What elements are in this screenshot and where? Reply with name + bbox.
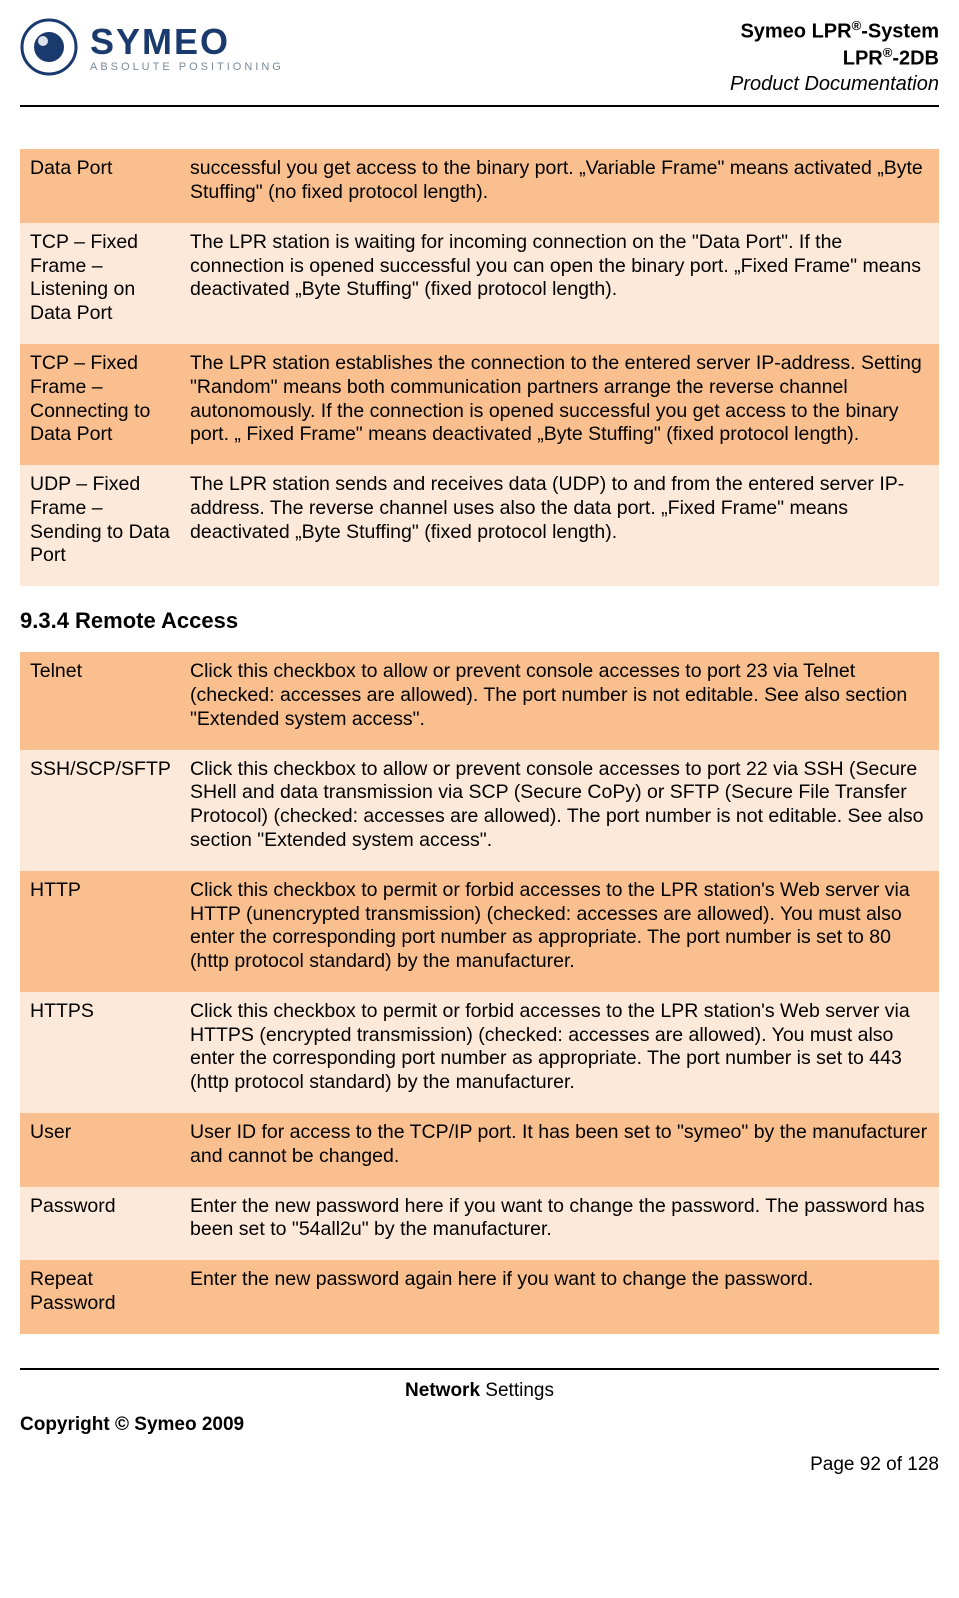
row-label: TCP – Fixed Frame – Connecting to Data P…	[20, 344, 180, 465]
row-label: Data Port	[20, 149, 180, 223]
doc-title-line3: Product Documentation	[730, 71, 939, 97]
table-row: Data Portsuccessful you get access to th…	[20, 149, 939, 223]
row-description: Click this checkbox to permit or forbid …	[180, 871, 939, 992]
table-row: TCP – Fixed Frame – Connecting to Data P…	[20, 344, 939, 465]
page-footer: Network Settings Copyright © Symeo 2009 …	[20, 1368, 939, 1476]
table-row: HTTPSClick this checkbox to permit or fo…	[20, 992, 939, 1113]
row-description: Click this checkbox to permit or forbid …	[180, 992, 939, 1113]
page-number: Page 92 of 128	[20, 1454, 939, 1476]
table-row: UDP – Fixed Frame – Sending to Data Port…	[20, 465, 939, 586]
row-description: Enter the new password again here if you…	[180, 1260, 939, 1334]
footer-section-title: Network Settings	[20, 1380, 939, 1402]
table-data-port-modes: Data Portsuccessful you get access to th…	[20, 149, 939, 586]
row-description: User ID for access to the TCP/IP port. I…	[180, 1113, 939, 1187]
doc-title-line2: LPR®-2DB	[730, 45, 939, 72]
row-description: The LPR station is waiting for incoming …	[180, 223, 939, 344]
brand-name: SYMEO	[90, 21, 284, 63]
doc-title-block: Symeo LPR®-System LPR®-2DB Product Docum…	[730, 18, 939, 97]
doc-title-line1: Symeo LPR®-System	[730, 18, 939, 45]
logo-icon	[20, 18, 78, 76]
copyright-text: Copyright © Symeo 2009	[20, 1414, 939, 1436]
row-label: User	[20, 1113, 180, 1187]
table-row: HTTPClick this checkbox to permit or for…	[20, 871, 939, 992]
table-remote-access: TelnetClick this checkbox to allow or pr…	[20, 652, 939, 1333]
row-description: Click this checkbox to allow or prevent …	[180, 652, 939, 749]
footer-rule	[20, 1368, 939, 1370]
row-label: UDP – Fixed Frame – Sending to Data Port	[20, 465, 180, 586]
header-rule	[20, 105, 939, 107]
row-label: HTTPS	[20, 992, 180, 1113]
brand-tagline: ABSOLUTE POSITIONING	[90, 61, 284, 73]
row-description: successful you get access to the binary …	[180, 149, 939, 223]
brand-block: SYMEO ABSOLUTE POSITIONING	[20, 18, 284, 76]
page-header: SYMEO ABSOLUTE POSITIONING Symeo LPR®-Sy…	[20, 18, 939, 97]
document-page: SYMEO ABSOLUTE POSITIONING Symeo LPR®-Sy…	[0, 0, 959, 1496]
brand-text: SYMEO ABSOLUTE POSITIONING	[90, 21, 284, 73]
row-label: Repeat Password	[20, 1260, 180, 1334]
row-label: Password	[20, 1187, 180, 1261]
section-heading-remote-access: 9.3.4 Remote Access	[20, 608, 939, 634]
table-row: Repeat PasswordEnter the new password ag…	[20, 1260, 939, 1334]
table-row: TCP – Fixed Frame – Listening on Data Po…	[20, 223, 939, 344]
row-description: Enter the new password here if you want …	[180, 1187, 939, 1261]
table-row: TelnetClick this checkbox to allow or pr…	[20, 652, 939, 749]
row-label: HTTP	[20, 871, 180, 992]
content-area: Data Portsuccessful you get access to th…	[20, 149, 939, 1333]
row-description: The LPR station establishes the connecti…	[180, 344, 939, 465]
row-label: Telnet	[20, 652, 180, 749]
row-description: Click this checkbox to allow or prevent …	[180, 750, 939, 871]
row-description: The LPR station sends and receives data …	[180, 465, 939, 586]
row-label: TCP – Fixed Frame – Listening on Data Po…	[20, 223, 180, 344]
table-row: SSH/SCP/SFTPClick this checkbox to allow…	[20, 750, 939, 871]
table-row: UserUser ID for access to the TCP/IP por…	[20, 1113, 939, 1187]
row-label: SSH/SCP/SFTP	[20, 750, 180, 871]
table-row: PasswordEnter the new password here if y…	[20, 1187, 939, 1261]
